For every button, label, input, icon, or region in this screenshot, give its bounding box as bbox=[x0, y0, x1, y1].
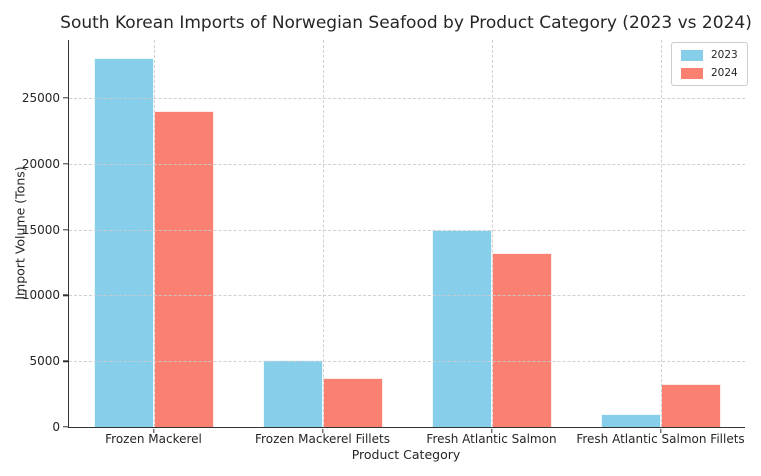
y-tick-mark bbox=[62, 163, 68, 165]
x-tick-mark bbox=[152, 428, 155, 433]
y-tick-label: 25000 bbox=[21, 90, 60, 105]
y-tick-mark bbox=[62, 97, 68, 99]
legend-swatch-2024 bbox=[681, 67, 703, 79]
bar-2024-frozen-mackerel-fillets bbox=[322, 378, 383, 427]
bar-2023-frozen-mackerel-fillets bbox=[262, 359, 323, 427]
chart-title: South Korean Imports of Norwegian Seafoo… bbox=[60, 13, 752, 33]
bar-2023-fresh-atlantic-salmon-fillets bbox=[600, 413, 661, 427]
y-gridline-15000 bbox=[69, 229, 745, 231]
legend-swatch-2023 bbox=[681, 49, 703, 61]
y-tick-label: 10000 bbox=[21, 288, 60, 303]
y-tick-label: 20000 bbox=[21, 156, 60, 171]
x-tick-label-fresh-atlantic-salmon-fillets: Fresh Atlantic Salmon Fillets bbox=[576, 432, 745, 446]
y-gridline-5000 bbox=[69, 361, 745, 363]
legend-item-2023: 2023 bbox=[681, 49, 738, 61]
y-gridline-25000 bbox=[69, 97, 745, 99]
y-tick-mark bbox=[62, 294, 68, 297]
x-axis-label: Product Category bbox=[351, 447, 461, 462]
bar-2024-frozen-mackerel bbox=[153, 111, 214, 427]
legend-label-2024: 2024 bbox=[711, 67, 738, 79]
legend-label-2023: 2023 bbox=[711, 49, 738, 61]
x-gridline-frozen-mackerel bbox=[153, 40, 155, 427]
y-gridline-20000 bbox=[69, 163, 745, 165]
legend-item-2024: 2024 bbox=[681, 67, 738, 79]
legend: 2023 2024 bbox=[671, 42, 748, 86]
x-tick-label-frozen-mackerel: Frozen Mackerel bbox=[105, 432, 202, 446]
y-tick-mark bbox=[62, 360, 68, 362]
bar-2024-fresh-atlantic-salmon bbox=[491, 253, 552, 427]
bar-2023-frozen-mackerel bbox=[93, 58, 154, 427]
x-gridline-fresh-atlantic-salmon-fillets bbox=[660, 40, 662, 427]
x-tick-mark bbox=[659, 428, 662, 433]
x-tick-mark bbox=[321, 428, 324, 433]
y-tick-label: 5000 bbox=[29, 354, 60, 369]
x-tick-mark bbox=[490, 428, 493, 433]
plot-area: 0 5000 10000 15000 20000 25000 Frozen Mackerel… bbox=[22, 40, 745, 446]
bar-2023-fresh-atlantic-salmon bbox=[431, 229, 492, 427]
y-tick-mark bbox=[62, 426, 68, 428]
x-gridline-frozen-mackerel-fillets bbox=[322, 40, 324, 427]
y-tick-label: 15000 bbox=[21, 222, 60, 237]
x-gridline-fresh-atlantic-salmon bbox=[491, 40, 493, 427]
bar-2024-fresh-atlantic-salmon-fillets bbox=[660, 383, 721, 427]
y-tick-label: 0 bbox=[52, 420, 60, 434]
y-gridline-10000 bbox=[69, 295, 745, 297]
x-tick-label-frozen-mackerel-fillets: Frozen Mackerel Fillets bbox=[255, 432, 390, 446]
x-tick-label-fresh-atlantic-salmon: Fresh Atlantic Salmon bbox=[426, 432, 557, 446]
y-tick-mark bbox=[62, 228, 68, 231]
